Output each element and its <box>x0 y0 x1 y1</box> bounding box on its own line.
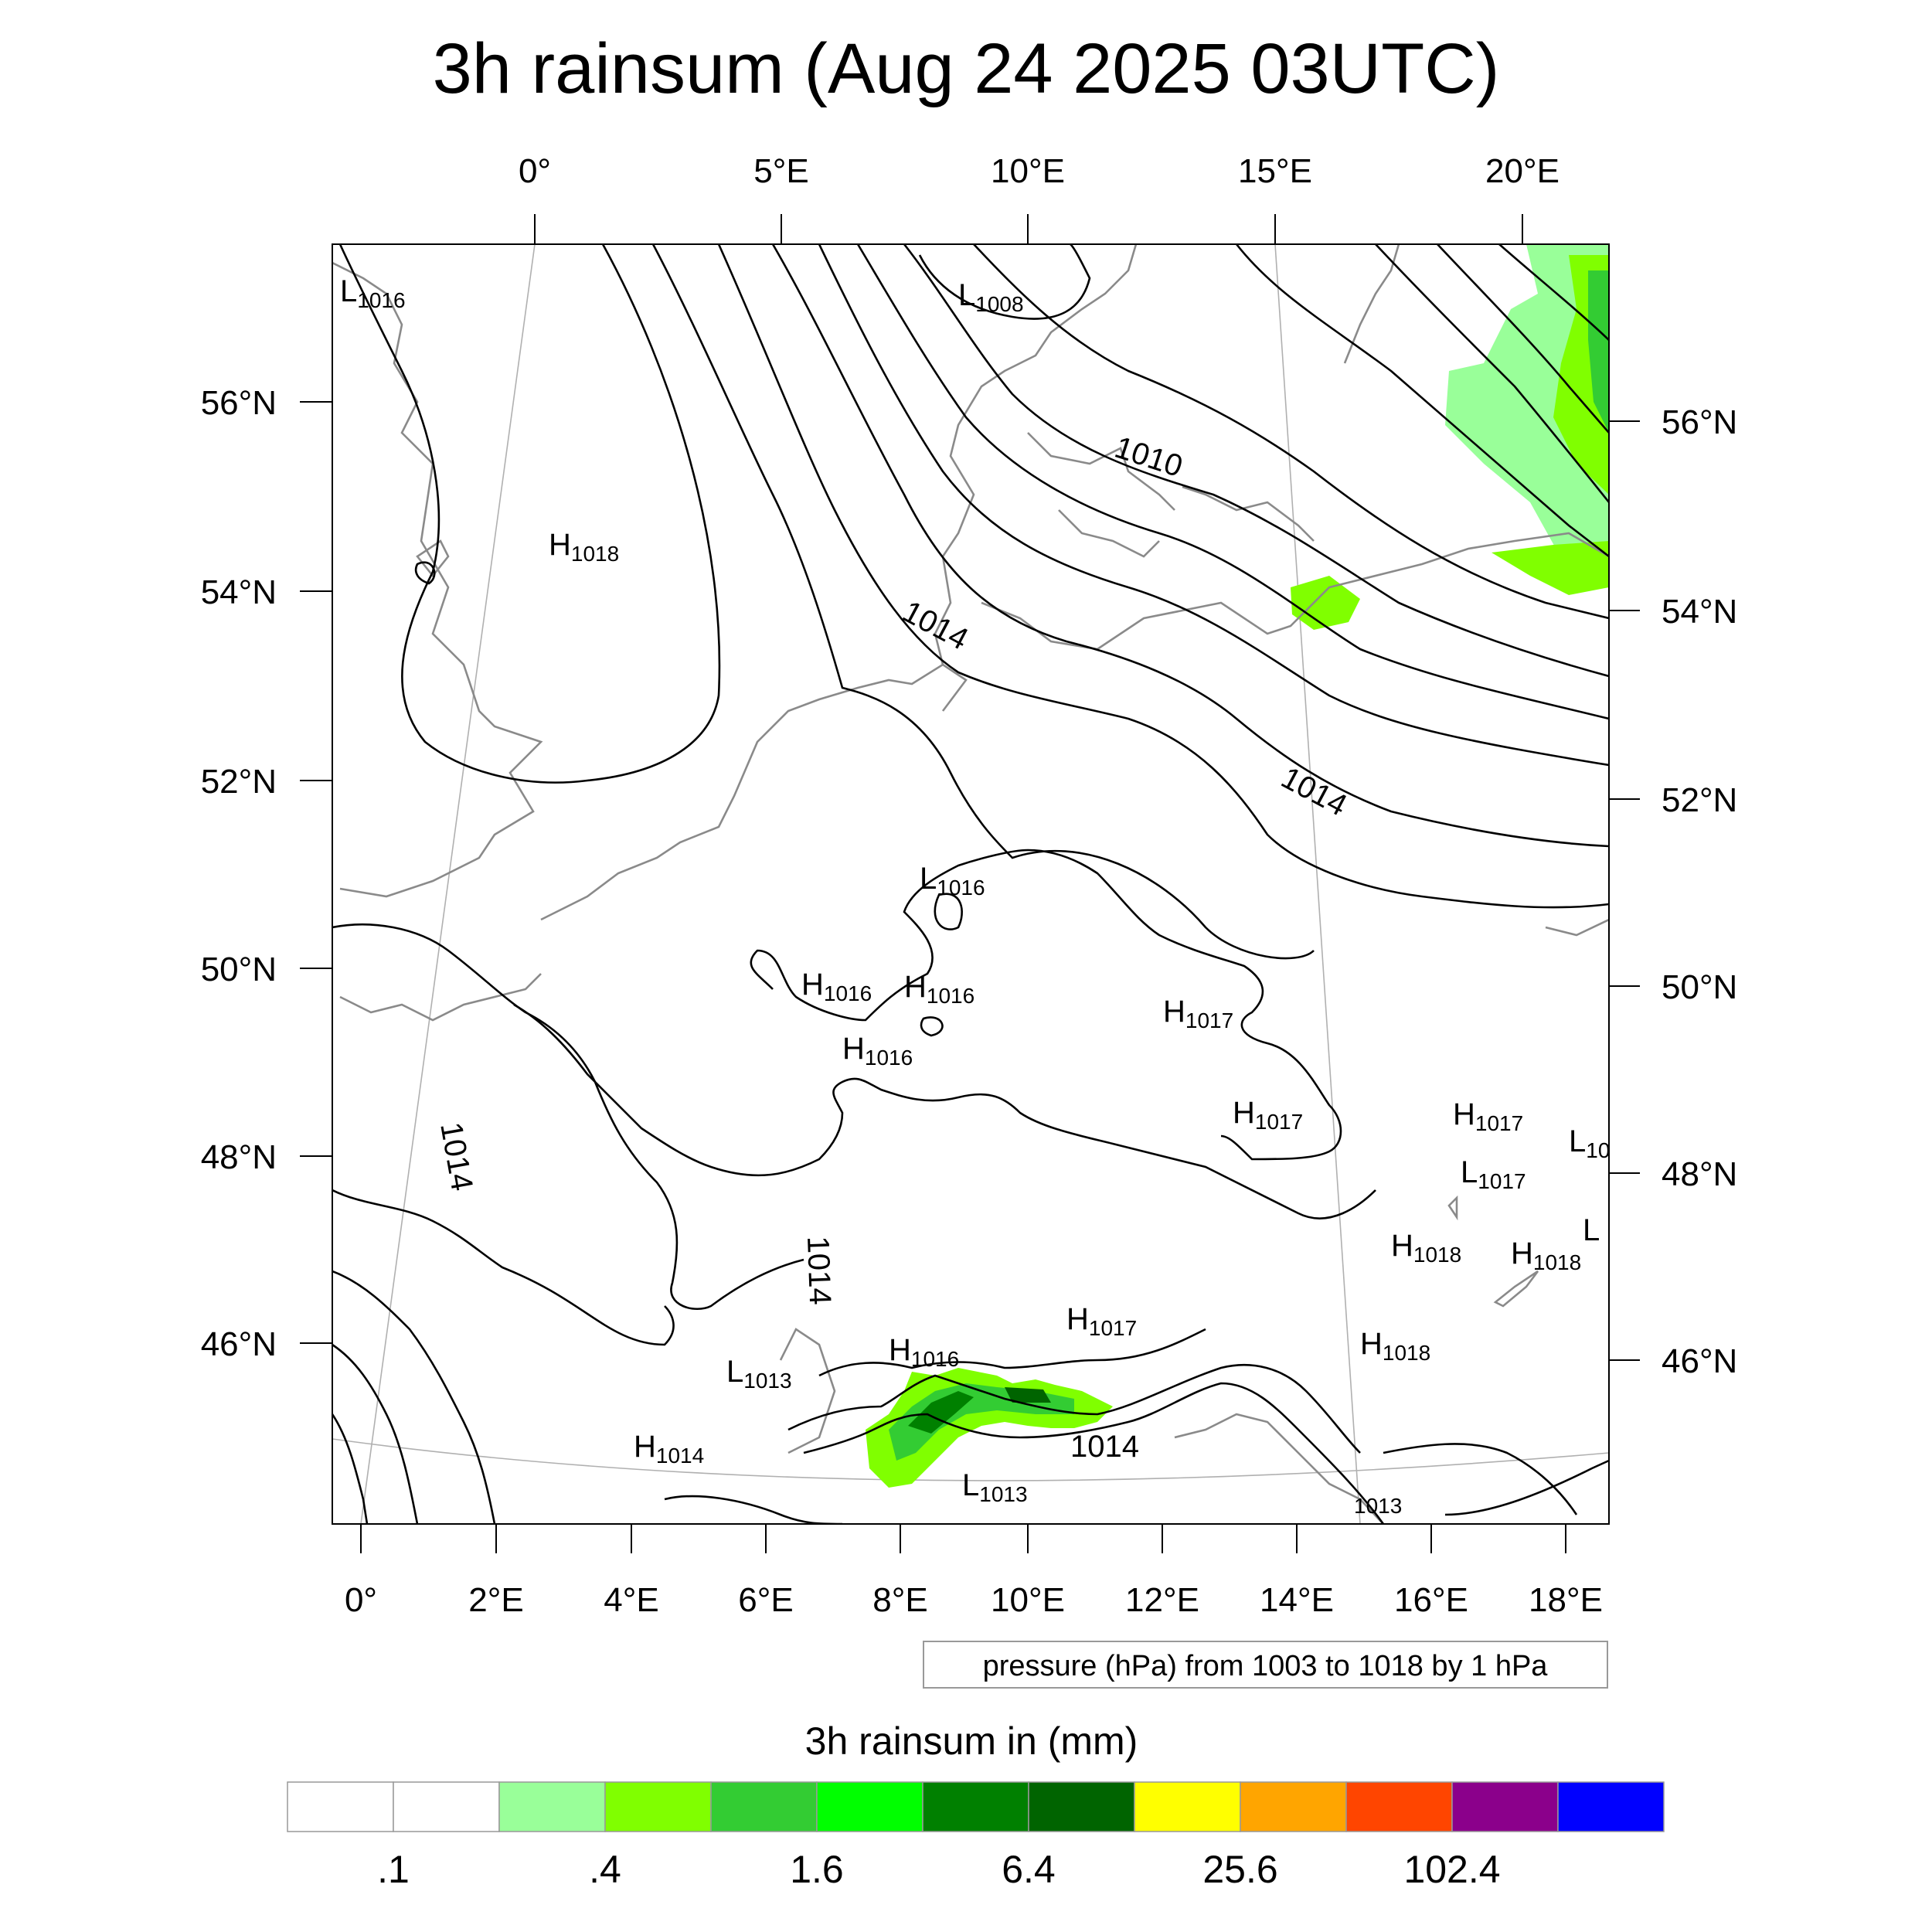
map-title: 3h rainsum (Aug 24 2025 03UTC) <box>433 29 1500 108</box>
colorbar-swatch <box>816 1781 923 1832</box>
colorbar <box>287 1781 1665 1832</box>
right-lat-label: 56°N <box>1662 403 1737 441</box>
top-lon-label: 10°E <box>991 152 1065 190</box>
bottom-lon-label: 8°E <box>872 1581 927 1619</box>
bottom-longitude-axis: 0° 2°E 4°E 6°E 8°E 10°E 12°E 14°E 16°E 1… <box>345 1524 1603 1619</box>
colorbar-label: 25.6 <box>1202 1848 1277 1891</box>
colorbar-swatch <box>287 1781 394 1832</box>
colorbar-swatch <box>393 1781 500 1832</box>
pressure-center-label: H1018 <box>1511 1236 1581 1274</box>
pressure-center-label: H1014 <box>634 1430 704 1468</box>
top-lon-label: 0° <box>519 152 551 190</box>
left-lat-label: 52°N <box>201 763 277 801</box>
bottom-lon-label: 4°E <box>604 1581 658 1619</box>
top-lon-label: 20°E <box>1485 152 1560 190</box>
rain-area-alps-heavy <box>1005 1387 1051 1403</box>
bottom-lon-label: 12°E <box>1125 1581 1199 1619</box>
rain-area-baltic-south <box>1492 541 1609 595</box>
rainfall-areas <box>866 244 1609 1488</box>
isobar-label: 1010 <box>1111 430 1186 484</box>
bottom-lon-label: 2°E <box>468 1581 523 1619</box>
left-lat-label: 56°N <box>201 384 277 422</box>
pressure-center-label: L <box>1583 1213 1600 1247</box>
map-frame <box>332 243 1610 1525</box>
bottom-lon-label: 0° <box>345 1581 377 1619</box>
rain-area-germany-coast <box>1291 576 1360 630</box>
pressure-center-labels: L1016 L1008 H1018 L1016 H1016 H1016 H101… <box>340 274 1610 1506</box>
right-lat-label: 54°N <box>1662 593 1737 631</box>
pressure-center-label: L1017 <box>1461 1155 1526 1193</box>
left-lat-label: 48°N <box>201 1138 277 1176</box>
right-lat-label: 46°N <box>1662 1342 1737 1380</box>
colorbar-swatch <box>1451 1781 1559 1832</box>
contour-info-box <box>923 1641 1608 1689</box>
bottom-lon-label: 14°E <box>1260 1581 1334 1619</box>
colorbar-label: 1.6 <box>790 1848 844 1891</box>
isobar-label: 1014 <box>434 1120 479 1193</box>
left-latitude-axis: 56°N 54°N 52°N 50°N 48°N 46°N <box>201 384 332 1363</box>
colorbar-swatch <box>1240 1781 1347 1832</box>
colorbar-labels: .1 .4 1.6 6.4 25.6 102.4 <box>377 1848 1500 1891</box>
pressure-center-label: L1016 <box>340 274 406 312</box>
isobars <box>332 244 1609 1524</box>
pressure-center-label: H1017 <box>1233 1096 1303 1134</box>
rain-area-baltic <box>1445 244 1609 587</box>
pressure-center-label: H1017 <box>1066 1302 1137 1340</box>
top-longitude-axis: 0° 5°E 10°E 15°E 20°E <box>519 152 1560 244</box>
bottom-lon-label: 18°E <box>1529 1581 1603 1619</box>
colorbar-title: 3h rainsum in (mm) <box>805 1719 1138 1763</box>
isobar-label: 1014 <box>801 1236 837 1305</box>
coastlines <box>332 244 1609 1524</box>
pressure-center-label: H1016 <box>904 970 975 1008</box>
map-panel <box>332 244 1609 1524</box>
bottom-lon-label: 16°E <box>1394 1581 1468 1619</box>
rain-area-baltic-strong <box>1588 270 1609 433</box>
pressure-center-label: L1016 <box>920 862 985 900</box>
pressure-center-label: H1016 <box>889 1333 959 1371</box>
pressure-center-label: L1013 <box>962 1468 1028 1506</box>
pressure-center-label: H1018 <box>1391 1229 1461 1267</box>
colorbar-swatch <box>604 1781 712 1832</box>
right-lat-label: 48°N <box>1662 1155 1737 1193</box>
colorbar-label: 6.4 <box>1002 1848 1056 1891</box>
contour-info-text: pressure (hPa) from 1003 to 1018 by 1 hP… <box>983 1650 1549 1682</box>
pressure-center-label: H1017 <box>1453 1097 1523 1135</box>
bottom-lon-label: 10°E <box>991 1581 1065 1619</box>
isobar-label: 1013 <box>1354 1494 1402 1518</box>
pressure-center-label: H1016 <box>842 1032 913 1070</box>
colorbar-swatch <box>498 1781 606 1832</box>
colorbar-label: .4 <box>589 1848 621 1891</box>
pressure-center-label: H1018 <box>549 528 619 566</box>
pressure-center-label: L1013 <box>726 1355 792 1393</box>
colorbar-swatch <box>1134 1781 1241 1832</box>
left-lat-label: 54°N <box>201 573 277 611</box>
right-lat-label: 50°N <box>1662 968 1737 1006</box>
pressure-center-label: L10 <box>1569 1124 1610 1162</box>
isobar-label: 1014 <box>897 594 974 657</box>
right-lat-label: 52°N <box>1662 781 1737 819</box>
colorbar-swatch <box>1345 1781 1453 1832</box>
pressure-center-label: H1017 <box>1163 995 1233 1032</box>
isobar-label: 1014 <box>1070 1430 1139 1464</box>
colorbar-label: .1 <box>377 1848 410 1891</box>
pressure-center-label: L1008 <box>958 278 1024 316</box>
colorbar-swatch <box>1557 1781 1665 1832</box>
pressure-center-label: H1018 <box>1360 1327 1430 1365</box>
isobar-label: 1014 <box>1276 760 1352 823</box>
colorbar-swatch <box>1028 1781 1135 1832</box>
bottom-lon-label: 6°E <box>738 1581 793 1619</box>
colorbar-swatch <box>922 1781 1029 1832</box>
top-lon-label: 15°E <box>1238 152 1312 190</box>
top-lon-label: 5°E <box>753 152 808 190</box>
colorbar-label: 102.4 <box>1403 1848 1500 1891</box>
left-lat-label: 46°N <box>201 1325 277 1363</box>
pressure-center-label: H1016 <box>801 968 872 1005</box>
colorbar-swatch <box>710 1781 818 1832</box>
rain-area-alps-heavy <box>908 1391 974 1434</box>
left-lat-label: 50°N <box>201 951 277 988</box>
right-latitude-axis: 56°N 54°N 52°N 50°N 48°N 46°N <box>1609 403 1737 1380</box>
